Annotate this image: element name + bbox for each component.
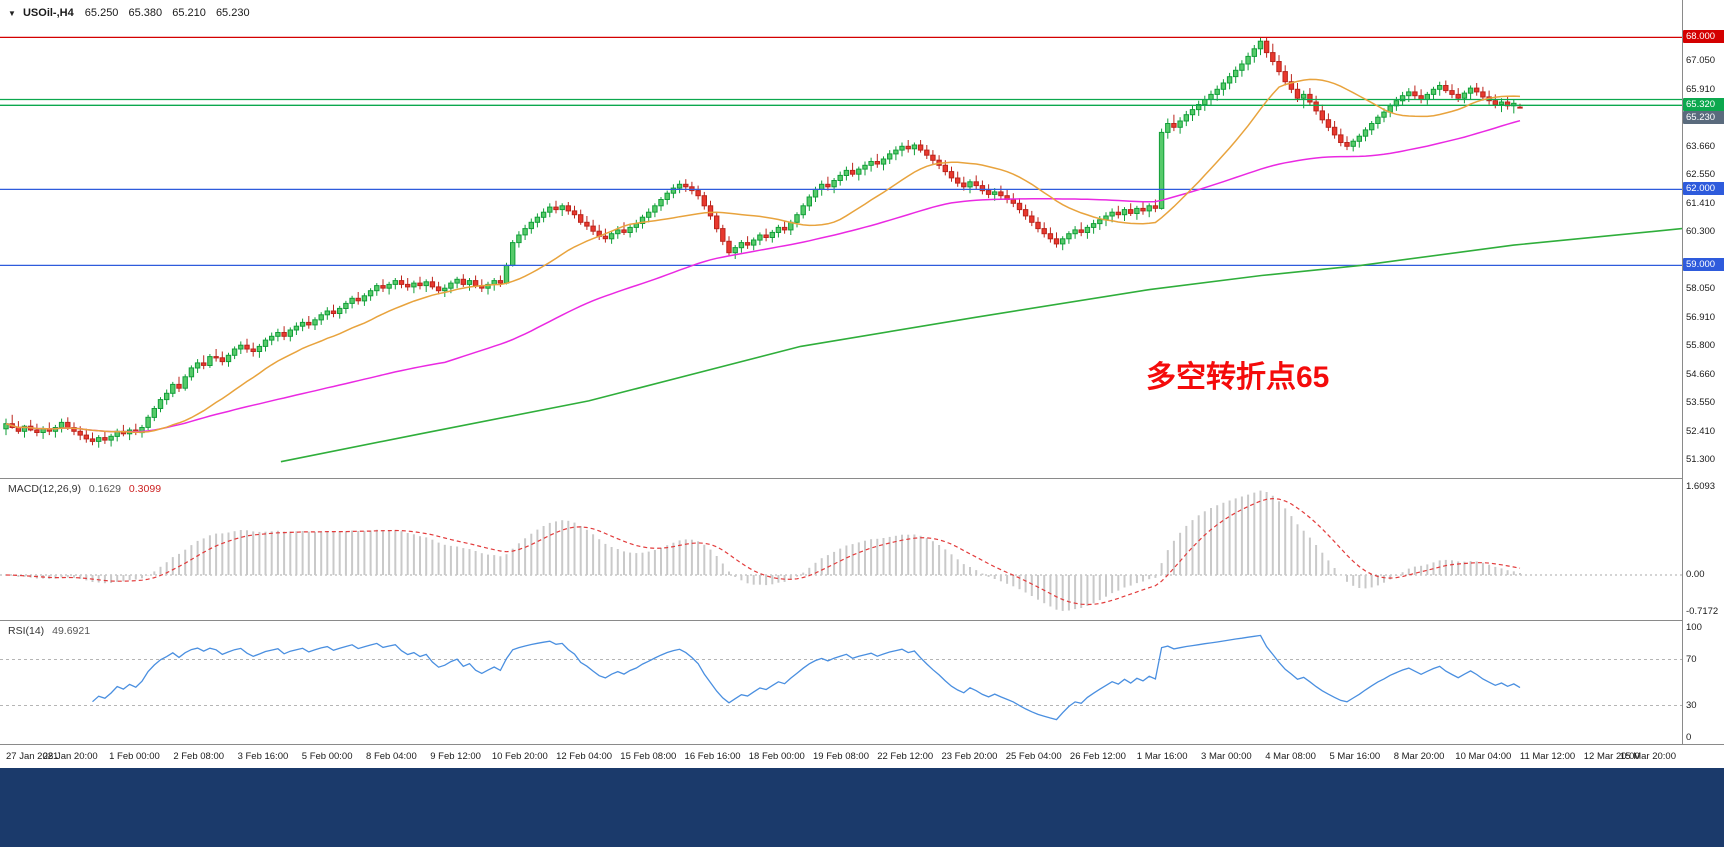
chart-annotation-text[interactable]: 多空转折点65: [1146, 361, 1330, 394]
price-badge: 59.000: [1683, 258, 1724, 272]
rsi-panel-divider[interactable]: [0, 620, 1724, 621]
time-axis-label: 5 Mar 16:00: [1329, 751, 1381, 762]
rsi-axis-label: 70: [1686, 653, 1697, 665]
macd-title: MACD(12,26,9): [8, 483, 81, 495]
rsi-axis-label: 30: [1686, 699, 1697, 711]
price-axis-label: 67.050: [1686, 55, 1716, 67]
time-axis-label: 22 Feb 12:00: [877, 751, 934, 762]
price-axis-label: 63.660: [1686, 141, 1716, 153]
time-axis-label: 1 Mar 16:00: [1136, 751, 1188, 762]
time-axis-label: 2 Feb 08:00: [173, 751, 225, 762]
price-axis-label: 53.550: [1686, 397, 1716, 409]
footer-bar: [0, 768, 1724, 847]
price-axis-label: 58.050: [1686, 283, 1716, 295]
macd-axis-label: 1.6093: [1686, 481, 1716, 492]
price-axis-label: 56.910: [1686, 312, 1716, 324]
symbol-dropdown-icon[interactable]: ▼: [8, 9, 16, 18]
price-axis-label: 51.300: [1686, 454, 1716, 466]
time-axis-label: 19 Feb 08:00: [813, 751, 869, 762]
price-axis-label: 62.550: [1686, 169, 1716, 181]
rsi-value: 49.6921: [52, 625, 91, 637]
time-axis-label: 15 Mar 20:00: [1620, 751, 1676, 762]
time-axis-label: 3 Feb 16:00: [237, 751, 289, 762]
symbol-timeframe-label: USOil-,H4: [22, 7, 74, 19]
ohlc-low: 65.210: [172, 7, 206, 19]
macd-panel-divider[interactable]: [0, 478, 1724, 479]
candlestick-chart[interactable]: [0, 0, 1682, 478]
time-axis-label: 11 Mar 12:00: [1519, 751, 1576, 762]
ohlc-close: 65.230: [215, 7, 250, 19]
price-badge: 65.230: [1683, 111, 1724, 125]
price-badge: 68.000: [1683, 30, 1724, 44]
rsi-header: RSI(14) 49.6921: [8, 625, 90, 637]
rsi-title: RSI(14): [8, 625, 45, 637]
time-axis-label: 9 Feb 12:00: [430, 751, 481, 762]
price-axis-label: 61.410: [1686, 198, 1716, 210]
macd-chart[interactable]: [0, 479, 1682, 620]
ohlc-open: 65.250: [84, 7, 119, 19]
price-axis-label: 52.410: [1686, 426, 1716, 438]
time-axis-label: 8 Mar 20:00: [1393, 751, 1445, 762]
macd-signal-value: 0.3099: [128, 483, 162, 495]
rsi-axis-label: 100: [1686, 622, 1702, 633]
time-axis-label: 23 Feb 20:00: [941, 751, 998, 762]
time-axis-label: 27 Jan 2021: [6, 751, 59, 762]
time-axis-label: 1 Feb 00:00: [109, 751, 160, 762]
time-axis-label: 12 Mar 20:00: [1583, 751, 1640, 762]
time-axis-label: 25 Feb 04:00: [1005, 751, 1062, 762]
price-axis-label: 55.800: [1686, 340, 1716, 352]
price-axis[interactable]: 67.05065.91064.80063.66062.55061.41060.3…: [1682, 0, 1724, 768]
price-badge: 65.320: [1683, 98, 1724, 112]
price-badge: 62.000: [1683, 182, 1724, 196]
rsi-axis-label: 0: [1686, 732, 1692, 743]
rsi-chart[interactable]: [0, 621, 1682, 744]
time-axis-label: 16 Feb 16:00: [684, 751, 741, 762]
price-axis-label: 54.660: [1686, 369, 1716, 381]
ohlc-high: 65.380: [128, 7, 163, 19]
macd-value: 0.1629: [88, 483, 121, 495]
time-axis-label: 5 Feb 00:00: [301, 751, 353, 762]
time-axis-label: 28 Jan 20:00: [42, 751, 98, 762]
time-axis-label: 10 Feb 20:00: [491, 751, 548, 762]
time-axis-label: 3 Mar 00:00: [1201, 751, 1252, 762]
time-axis-label: 12 Feb 04:00: [556, 751, 613, 762]
macd-axis-label: -0.7172: [1686, 606, 1719, 617]
price-axis-label: 65.910: [1686, 84, 1716, 96]
time-axis[interactable]: 27 Jan 2021 28 Jan 20:00 1 Feb 00:00 2 Feb …: [0, 744, 1724, 768]
price-axis-label: 60.300: [1686, 226, 1716, 238]
time-axis-label: 15 Feb 08:00: [620, 751, 677, 762]
time-axis-label: 10 Mar 04:00: [1455, 751, 1512, 762]
macd-header: MACD(12,26,9) 0.1629 0.3099: [8, 483, 161, 495]
time-axis-label: 26 Feb 12:00: [1069, 751, 1126, 762]
macd-axis-label: 0.00: [1686, 568, 1705, 580]
time-axis-label: 18 Feb 00:00: [748, 751, 805, 762]
time-axis-label: 8 Feb 04:00: [366, 751, 417, 762]
chart-header: ▼ USOil-,H4 65.250 65.380 65.210 65.230: [8, 7, 257, 19]
time-axis-label: 4 Mar 08:00: [1265, 751, 1316, 762]
